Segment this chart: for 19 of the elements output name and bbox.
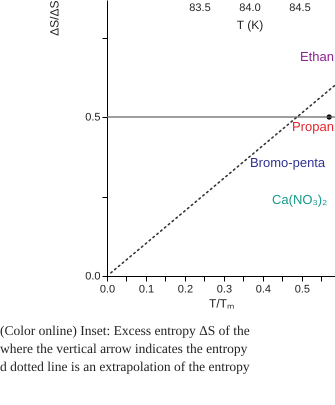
x-tick-label: 0.5 bbox=[294, 284, 310, 296]
x-tick-label: 0.0 bbox=[100, 284, 116, 296]
x-tick-label: 0.1 bbox=[138, 284, 154, 296]
x-tick-label: 0.2 bbox=[178, 284, 194, 296]
annotation: 83.5 bbox=[189, 2, 211, 14]
annotation: Propan bbox=[292, 119, 334, 134]
annotation: Ca(NO₃)₂ bbox=[272, 192, 328, 207]
x-axis-title: T/Tₘ bbox=[209, 296, 234, 310]
annotation: 84.5 bbox=[289, 2, 311, 14]
annotation: 84.0 bbox=[239, 2, 261, 14]
x-tick-label: 0.4 bbox=[256, 284, 272, 296]
y-axis-title: ΔS/ΔS bbox=[48, 0, 62, 36]
annotation: Bromo-penta bbox=[250, 155, 326, 170]
text: T (K) bbox=[236, 18, 264, 32]
text: where the vertical arrow indicates the entropy bbox=[0, 340, 248, 358]
text: d dotted line is an extrapolation of the entropy bbox=[0, 358, 251, 376]
x-tick-label: 0.3 bbox=[216, 284, 232, 296]
annotation: Ethan bbox=[300, 49, 334, 64]
text: (Color online) Inset: Excess entropy ΔS of the bbox=[0, 322, 251, 340]
